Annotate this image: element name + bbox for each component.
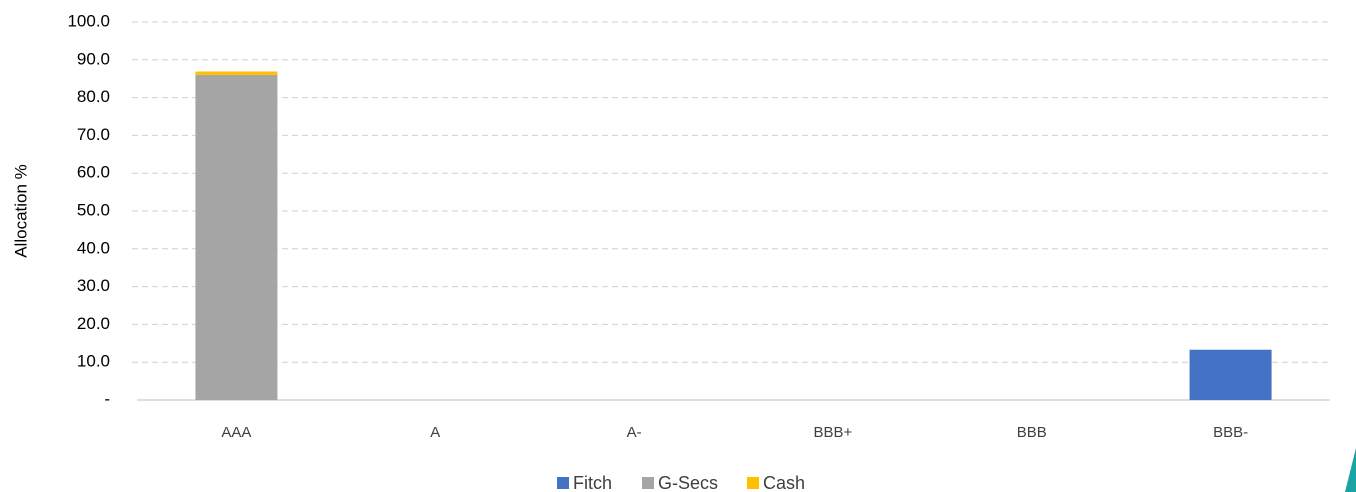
y-tick-label: 80.0 <box>77 87 110 106</box>
legend-swatch <box>747 477 759 489</box>
x-tick-label: BBB <box>1017 424 1047 441</box>
bar-segment <box>195 74 278 401</box>
y-tick-label: 100.0 <box>67 11 110 30</box>
y-tick-label: - <box>104 389 110 408</box>
y-tick-label: 30.0 <box>77 276 110 295</box>
bar-segment <box>195 71 278 75</box>
y-tick-label: 70.0 <box>77 125 110 144</box>
y-tick-label: 90.0 <box>77 49 110 68</box>
y-tick-label: 40.0 <box>77 238 110 257</box>
x-tick-label: BBB+ <box>814 424 853 441</box>
y-tick-label: 50.0 <box>77 200 110 219</box>
legend-swatch <box>642 477 654 489</box>
legend-label: Cash <box>763 473 805 492</box>
legend-label: Fitch <box>573 473 612 492</box>
bar-segment <box>1189 349 1272 400</box>
legend-label: G-Secs <box>658 473 718 492</box>
x-tick-label: A <box>430 424 440 441</box>
x-tick-label: A- <box>627 424 642 441</box>
y-tick-label: 10.0 <box>77 352 110 371</box>
legend-swatch <box>557 477 569 489</box>
y-axis-label: Allocation % <box>11 164 30 258</box>
x-tick-label: AAA <box>221 424 251 441</box>
x-tick-label: BBB- <box>1213 424 1248 441</box>
y-tick-label: 60.0 <box>77 163 110 182</box>
decoration <box>1345 448 1356 492</box>
y-tick-label: 20.0 <box>77 314 110 333</box>
